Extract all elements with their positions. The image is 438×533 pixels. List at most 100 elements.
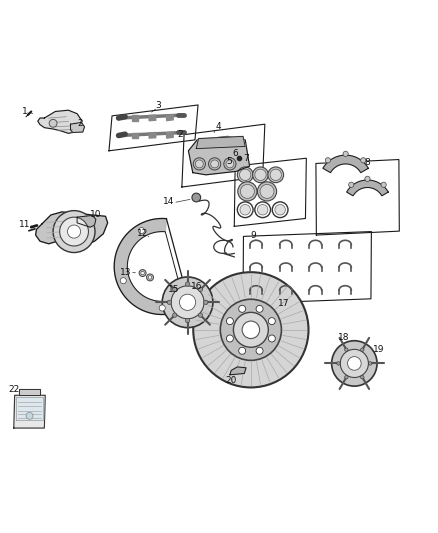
Circle shape — [360, 158, 366, 163]
Circle shape — [180, 294, 196, 310]
Polygon shape — [166, 115, 173, 120]
Circle shape — [198, 287, 203, 292]
Circle shape — [345, 348, 348, 351]
Text: 3: 3 — [155, 101, 161, 110]
Circle shape — [195, 160, 203, 168]
Circle shape — [147, 274, 153, 281]
Circle shape — [256, 348, 263, 354]
Circle shape — [349, 182, 354, 188]
Circle shape — [226, 318, 233, 325]
Circle shape — [360, 375, 364, 379]
Circle shape — [53, 211, 95, 253]
Circle shape — [193, 272, 308, 387]
Circle shape — [224, 158, 236, 170]
Polygon shape — [346, 180, 388, 196]
Circle shape — [159, 305, 165, 311]
Circle shape — [49, 119, 57, 127]
Circle shape — [325, 158, 331, 163]
Circle shape — [368, 362, 372, 365]
Polygon shape — [188, 136, 250, 175]
Polygon shape — [132, 116, 138, 120]
Circle shape — [240, 184, 254, 198]
Polygon shape — [182, 124, 265, 187]
Text: 5: 5 — [226, 157, 232, 166]
Text: 15: 15 — [168, 285, 179, 294]
Text: 4: 4 — [215, 122, 221, 131]
Circle shape — [240, 205, 251, 215]
Circle shape — [226, 160, 234, 168]
Circle shape — [242, 321, 260, 338]
Polygon shape — [166, 132, 173, 138]
Circle shape — [192, 193, 201, 202]
Text: 18: 18 — [338, 333, 349, 342]
Circle shape — [211, 160, 219, 168]
Circle shape — [120, 278, 126, 284]
Circle shape — [268, 318, 276, 325]
Circle shape — [185, 282, 190, 286]
Text: 12: 12 — [137, 229, 148, 238]
Circle shape — [237, 167, 253, 183]
Circle shape — [260, 184, 274, 198]
Circle shape — [226, 335, 233, 342]
Polygon shape — [323, 155, 368, 173]
Polygon shape — [149, 133, 155, 138]
Text: 17: 17 — [278, 299, 290, 308]
Circle shape — [343, 151, 348, 157]
Polygon shape — [196, 136, 245, 149]
Circle shape — [167, 300, 172, 304]
Circle shape — [208, 158, 221, 170]
Polygon shape — [77, 215, 96, 227]
Circle shape — [240, 169, 251, 181]
Circle shape — [258, 182, 277, 201]
Text: 8: 8 — [364, 158, 370, 167]
Circle shape — [258, 205, 268, 215]
Circle shape — [204, 300, 208, 304]
Circle shape — [340, 349, 368, 377]
Circle shape — [60, 217, 88, 246]
Text: 10: 10 — [90, 211, 102, 220]
Circle shape — [198, 313, 203, 317]
Text: 7: 7 — [244, 154, 249, 163]
Circle shape — [275, 205, 286, 215]
Circle shape — [233, 312, 268, 348]
Circle shape — [67, 225, 81, 238]
Text: 2: 2 — [177, 130, 183, 139]
Circle shape — [239, 305, 246, 312]
Circle shape — [255, 169, 266, 181]
Circle shape — [148, 276, 152, 279]
Circle shape — [365, 176, 370, 181]
Circle shape — [270, 169, 282, 181]
Polygon shape — [38, 110, 81, 133]
Polygon shape — [132, 133, 138, 138]
Circle shape — [238, 182, 257, 201]
Text: 20: 20 — [226, 376, 237, 385]
Text: 11: 11 — [19, 220, 31, 229]
Circle shape — [141, 271, 145, 275]
Text: 22: 22 — [8, 385, 19, 394]
Circle shape — [239, 348, 246, 354]
Circle shape — [256, 305, 263, 312]
Circle shape — [345, 375, 348, 379]
Text: 1: 1 — [22, 107, 28, 116]
Polygon shape — [16, 398, 43, 420]
Polygon shape — [71, 123, 85, 133]
Circle shape — [332, 341, 377, 386]
Circle shape — [139, 270, 146, 277]
Circle shape — [193, 158, 205, 170]
Circle shape — [337, 362, 340, 365]
Polygon shape — [234, 158, 306, 227]
Circle shape — [347, 357, 361, 370]
Polygon shape — [14, 395, 45, 428]
Circle shape — [162, 277, 213, 328]
Polygon shape — [35, 212, 108, 249]
Circle shape — [173, 287, 177, 292]
Text: 14: 14 — [163, 197, 174, 206]
Circle shape — [173, 313, 177, 317]
Circle shape — [253, 167, 268, 183]
Circle shape — [220, 299, 282, 360]
Polygon shape — [316, 159, 399, 235]
Text: 9: 9 — [251, 231, 256, 240]
Text: 13: 13 — [120, 268, 132, 277]
Polygon shape — [109, 105, 198, 151]
Polygon shape — [243, 231, 371, 304]
